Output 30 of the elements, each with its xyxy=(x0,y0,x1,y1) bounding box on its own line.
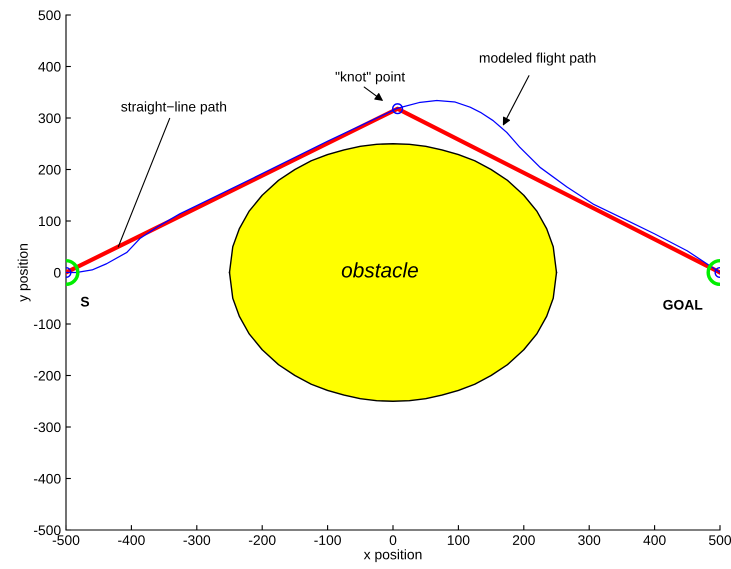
x-tick-label: -100 xyxy=(314,535,341,546)
annotation: straight−line path xyxy=(121,101,226,114)
y-tick-label: 500 xyxy=(38,10,61,20)
x-tick-label: -300 xyxy=(184,535,210,546)
y-axis-title: y position xyxy=(18,244,31,302)
x-axis-title: x position xyxy=(364,549,422,562)
annotation: modeled flight path xyxy=(480,52,596,66)
y-tick-label: -500 xyxy=(34,525,61,536)
annotation: GOAL xyxy=(663,300,702,310)
y-tick-label: -100 xyxy=(34,319,61,330)
annotation: S xyxy=(80,296,90,307)
y-tick-label: -400 xyxy=(34,474,61,484)
y-tick-label: -200 xyxy=(34,370,61,381)
x-tick-label: 500 xyxy=(708,535,731,546)
x-tick-label: 100 xyxy=(448,535,470,546)
x-tick-label: 300 xyxy=(578,535,600,546)
x-tick-label: -500 xyxy=(52,535,80,546)
annotation: "knot" point xyxy=(336,71,406,84)
y-tick-label: -300 xyxy=(34,422,61,432)
x-tick-label: -400 xyxy=(118,535,145,546)
y-tick-label: 400 xyxy=(38,62,61,72)
x-tick-label: 0 xyxy=(390,535,396,546)
x-tick-label: 200 xyxy=(512,535,535,546)
y-tick-label: 300 xyxy=(38,113,61,124)
x-tick-label: -200 xyxy=(248,535,276,546)
annotation: obstacle xyxy=(342,262,418,278)
y-tick-label: 100 xyxy=(39,216,61,226)
x-tick-label: 400 xyxy=(643,535,666,546)
y-tick-label: 200 xyxy=(38,164,61,175)
y-tick-label: 0 xyxy=(54,268,61,278)
